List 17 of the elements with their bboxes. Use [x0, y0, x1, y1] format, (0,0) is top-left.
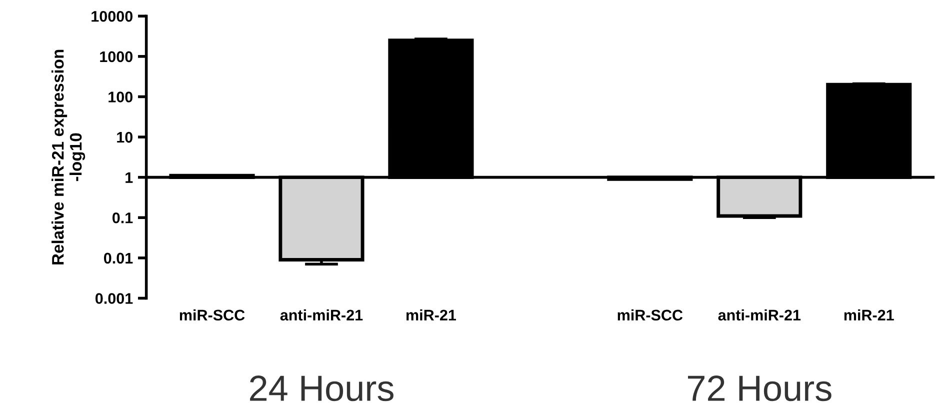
y-tick-label: 10000	[92, 10, 133, 22]
y-tick-label: 1	[126, 172, 133, 183]
y-tick-label: 1000	[100, 51, 133, 62]
y-tick-label: 10	[117, 132, 132, 143]
y-tick-label: 0.001	[96, 293, 133, 304]
y-axis-title: Relative miR-21 expression -log10	[52, 50, 86, 264]
x-tick-label: miR-SCC	[618, 309, 683, 321]
x-tick-label: miR-21	[406, 309, 456, 320]
y-tick-label: 0.01	[104, 252, 133, 264]
text: 24 Hours	[250, 376, 394, 402]
y-tick-label: 0.1	[112, 212, 133, 224]
x-tick-label: miR-SCC	[180, 309, 245, 321]
x-tick-label: anti-miR-21	[280, 309, 363, 321]
y-tick-label: 100	[108, 92, 132, 102]
text: 72 Hours	[688, 376, 832, 402]
x-tick-label: anti-miR-21	[718, 309, 801, 321]
x-tick-label: miR-21	[844, 309, 894, 320]
